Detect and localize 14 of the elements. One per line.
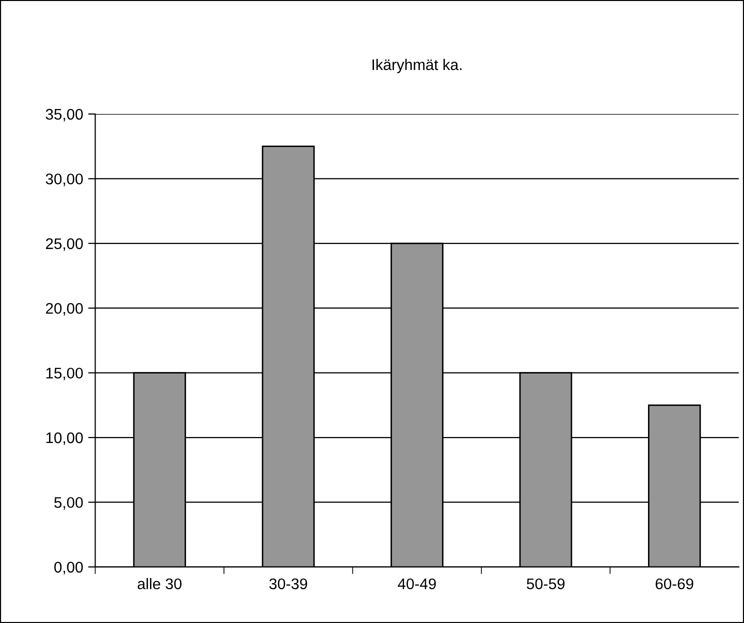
y-tick-label: 15,00	[46, 368, 83, 380]
chart-title: Ikäryhmät ka.	[372, 58, 462, 74]
x-tick-label: 30-39	[269, 578, 308, 590]
x-tick-label: alle 30	[138, 578, 182, 590]
y-tick-label: 35,00	[46, 108, 83, 122]
x-tick-label: 50-59	[526, 578, 565, 590]
y-tick-label: 30,00	[46, 174, 83, 186]
x-tick-label: 60-69	[656, 578, 694, 590]
y-tick-label: 20,00	[46, 302, 83, 316]
x-tick-label: 40-49	[398, 578, 436, 590]
y-tick-label: 0,00	[54, 562, 83, 574]
y-tick-label: 25,00	[46, 238, 83, 251]
y-tick-label: 5,00	[54, 497, 83, 510]
y-tick-label: 10,00	[46, 432, 83, 446]
